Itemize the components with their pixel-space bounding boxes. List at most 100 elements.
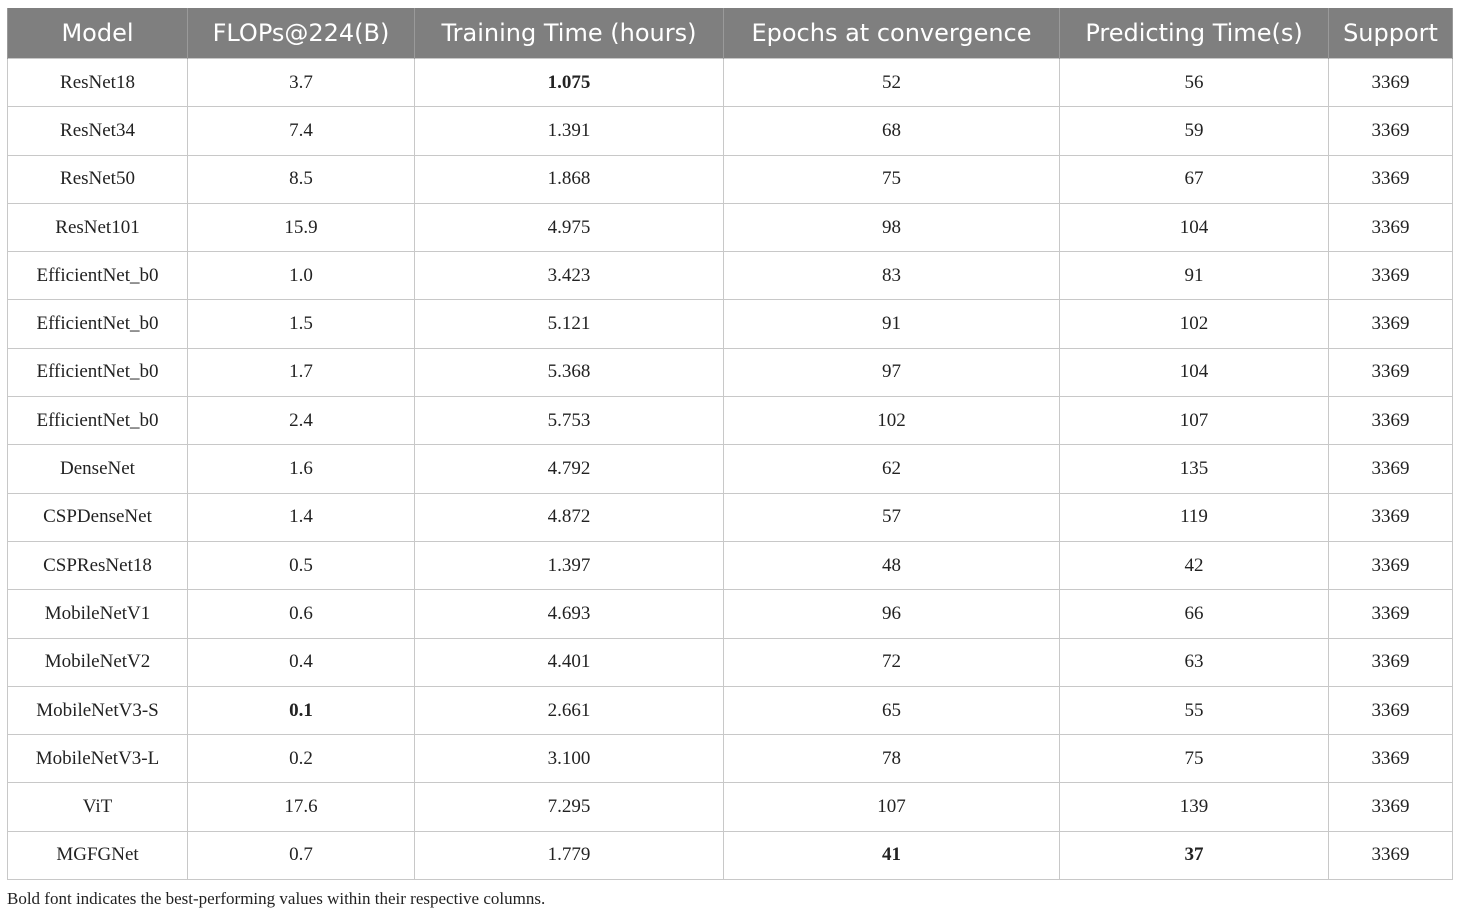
cell-model: EfficientNet_b0 bbox=[7, 347, 188, 398]
cell-predicting-time: 37 bbox=[1059, 830, 1329, 881]
cell-training-time: 1.391 bbox=[414, 106, 724, 156]
cell-flops: 1.0 bbox=[187, 251, 415, 301]
table-row: MobileNetV3-S 0.1 2.661 65 55 3369 bbox=[7, 685, 1453, 736]
cell-support: 3369 bbox=[1328, 202, 1453, 253]
cell-flops: 8.5 bbox=[187, 154, 415, 204]
cell-model: MobileNetV3-L bbox=[7, 734, 188, 784]
cell-flops: 17.6 bbox=[187, 782, 415, 832]
cell-support: 3369 bbox=[1328, 734, 1453, 784]
cell-training-time: 4.975 bbox=[414, 202, 724, 253]
cell-flops: 0.4 bbox=[187, 637, 415, 687]
cell-model: MobileNetV2 bbox=[7, 637, 188, 687]
table-row: MobileNetV2 0.4 4.401 72 63 3369 bbox=[7, 637, 1453, 687]
cell-training-time: 1.397 bbox=[414, 540, 724, 591]
cell-epochs: 96 bbox=[723, 589, 1060, 639]
cell-epochs: 72 bbox=[723, 637, 1060, 687]
table-row: EfficientNet_b0 1.0 3.423 83 91 3369 bbox=[7, 251, 1453, 301]
cell-support: 3369 bbox=[1328, 299, 1453, 349]
cell-flops: 7.4 bbox=[187, 106, 415, 156]
cell-epochs: 78 bbox=[723, 734, 1060, 784]
cell-predicting-time: 107 bbox=[1059, 396, 1329, 446]
cell-predicting-time: 63 bbox=[1059, 637, 1329, 687]
cell-predicting-time: 135 bbox=[1059, 444, 1329, 494]
cell-support: 3369 bbox=[1328, 154, 1453, 204]
cell-predicting-time: 104 bbox=[1059, 347, 1329, 398]
cell-flops: 0.2 bbox=[187, 734, 415, 784]
cell-training-time: 5.753 bbox=[414, 396, 724, 446]
header-model: Model bbox=[7, 8, 188, 59]
cell-model: ViT bbox=[7, 782, 188, 832]
cell-support: 3369 bbox=[1328, 830, 1453, 881]
table-row: ResNet34 7.4 1.391 68 59 3369 bbox=[7, 106, 1453, 156]
table-row: MobileNetV3-L 0.2 3.100 78 75 3369 bbox=[7, 734, 1453, 784]
cell-model: MGFGNet bbox=[7, 830, 188, 881]
cell-epochs: 83 bbox=[723, 251, 1060, 301]
cell-predicting-time: 59 bbox=[1059, 106, 1329, 156]
cell-flops: 0.1 bbox=[187, 685, 415, 736]
model-comparison-table: Model FLOPs@224(B) Training Time (hours)… bbox=[7, 8, 1453, 881]
cell-epochs: 41 bbox=[723, 830, 1060, 881]
cell-flops: 2.4 bbox=[187, 396, 415, 446]
cell-predicting-time: 67 bbox=[1059, 154, 1329, 204]
table-row: ViT 17.6 7.295 107 139 3369 bbox=[7, 782, 1453, 832]
cell-model: MobileNetV1 bbox=[7, 589, 188, 639]
cell-flops: 1.4 bbox=[187, 492, 415, 542]
cell-training-time: 1.075 bbox=[414, 57, 724, 108]
cell-predicting-time: 119 bbox=[1059, 492, 1329, 542]
cell-support: 3369 bbox=[1328, 589, 1453, 639]
cell-model: EfficientNet_b0 bbox=[7, 299, 188, 349]
cell-support: 3369 bbox=[1328, 251, 1453, 301]
table-row: EfficientNet_b0 1.5 5.121 91 102 3369 bbox=[7, 299, 1453, 349]
cell-model: ResNet101 bbox=[7, 202, 188, 253]
cell-epochs: 65 bbox=[723, 685, 1060, 736]
cell-flops: 1.6 bbox=[187, 444, 415, 494]
table-row: MGFGNet 0.7 1.779 41 37 3369 bbox=[7, 830, 1453, 881]
cell-flops: 1.5 bbox=[187, 299, 415, 349]
cell-support: 3369 bbox=[1328, 106, 1453, 156]
cell-model: CSPDenseNet bbox=[7, 492, 188, 542]
cell-support: 3369 bbox=[1328, 57, 1453, 108]
table-header: Model FLOPs@224(B) Training Time (hours)… bbox=[7, 8, 1453, 59]
header-flops: FLOPs@224(B) bbox=[187, 8, 415, 59]
cell-predicting-time: 139 bbox=[1059, 782, 1329, 832]
cell-flops: 0.5 bbox=[187, 540, 415, 591]
header-epochs: Epochs at convergence bbox=[723, 8, 1060, 59]
cell-support: 3369 bbox=[1328, 347, 1453, 398]
cell-predicting-time: 102 bbox=[1059, 299, 1329, 349]
cell-epochs: 107 bbox=[723, 782, 1060, 832]
table-footnote: Bold font indicates the best-performing … bbox=[7, 889, 546, 908]
comparison-table-container: Model FLOPs@224(B) Training Time (hours)… bbox=[7, 8, 1453, 881]
header-row: Model FLOPs@224(B) Training Time (hours)… bbox=[7, 8, 1453, 59]
table-row: ResNet50 8.5 1.868 75 67 3369 bbox=[7, 154, 1453, 204]
cell-flops: 0.6 bbox=[187, 589, 415, 639]
cell-model: ResNet18 bbox=[7, 57, 188, 108]
header-predicting-time: Predicting Time(s) bbox=[1059, 8, 1329, 59]
table-body: ResNet18 3.7 1.075 52 56 3369 ResNet34 7.4 1.391… bbox=[7, 57, 1453, 881]
cell-training-time: 1.868 bbox=[414, 154, 724, 204]
cell-epochs: 52 bbox=[723, 57, 1060, 108]
cell-training-time: 5.121 bbox=[414, 299, 724, 349]
table-row: ResNet18 3.7 1.075 52 56 3369 bbox=[7, 57, 1453, 108]
cell-predicting-time: 42 bbox=[1059, 540, 1329, 591]
cell-predicting-time: 66 bbox=[1059, 589, 1329, 639]
cell-training-time: 3.100 bbox=[414, 734, 724, 784]
cell-flops: 3.7 bbox=[187, 57, 415, 108]
table-row: DenseNet 1.6 4.792 62 135 3369 bbox=[7, 444, 1453, 494]
cell-epochs: 75 bbox=[723, 154, 1060, 204]
cell-flops: 0.7 bbox=[187, 830, 415, 881]
header-support: Support bbox=[1328, 8, 1453, 59]
table-row: CSPDenseNet 1.4 4.872 57 119 3369 bbox=[7, 492, 1453, 542]
cell-support: 3369 bbox=[1328, 444, 1453, 494]
cell-training-time: 4.872 bbox=[414, 492, 724, 542]
header-training-time: Training Time (hours) bbox=[414, 8, 724, 59]
cell-epochs: 91 bbox=[723, 299, 1060, 349]
cell-training-time: 7.295 bbox=[414, 782, 724, 832]
cell-predicting-time: 75 bbox=[1059, 734, 1329, 784]
cell-training-time: 4.792 bbox=[414, 444, 724, 494]
cell-predicting-time: 91 bbox=[1059, 251, 1329, 301]
cell-support: 3369 bbox=[1328, 492, 1453, 542]
cell-training-time: 4.693 bbox=[414, 589, 724, 639]
table-row: MobileNetV1 0.6 4.693 96 66 3369 bbox=[7, 589, 1453, 639]
cell-epochs: 97 bbox=[723, 347, 1060, 398]
cell-support: 3369 bbox=[1328, 396, 1453, 446]
